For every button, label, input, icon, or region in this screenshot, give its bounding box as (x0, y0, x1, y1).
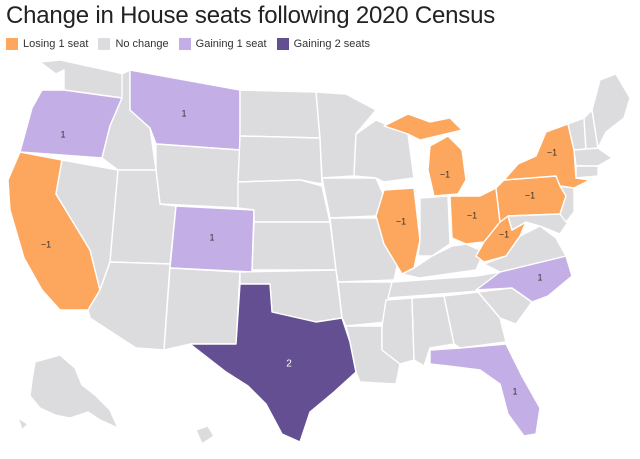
state-texas[interactable] (189, 283, 357, 443)
state-new-mexico[interactable] (163, 267, 241, 351)
state-arkansas[interactable] (337, 281, 393, 327)
state-wyoming[interactable] (155, 143, 241, 209)
legend-swatch-gaining-2 (276, 38, 289, 50)
legend-item-gaining-2: Gaining 2 seats (276, 38, 371, 50)
state-maine[interactable] (591, 73, 631, 149)
legend-item-gaining-1: Gaining 1 seat (178, 38, 267, 50)
state-south-dakota[interactable] (237, 135, 323, 185)
label-california: −1 (41, 239, 51, 249)
label-montana: 1 (181, 108, 186, 118)
us-map: 1 −1 1 1 2 −1 −1 −1 −1 −1 −1 1 1 (7, 59, 631, 445)
state-hawaii[interactable] (195, 425, 215, 445)
label-ohio: −1 (467, 210, 477, 220)
state-kentucky[interactable] (401, 243, 485, 279)
legend-label-no-change: No change (115, 38, 169, 50)
state-iowa[interactable] (321, 177, 385, 219)
legend-item-losing-1: Losing 1 seat (6, 38, 88, 50)
legend-swatch-gaining-1 (178, 38, 191, 50)
legend-item-no-change: No change (98, 38, 169, 50)
state-massachusetts[interactable] (573, 147, 613, 167)
label-north-carolina: 1 (537, 272, 542, 282)
legend-label-gaining-2: Gaining 2 seats (293, 38, 371, 50)
label-texas: 2 (286, 359, 292, 370)
state-north-dakota[interactable] (239, 89, 321, 139)
map-title: Change in House seats following 2020 Cen… (6, 2, 496, 29)
label-illinois: −1 (396, 216, 406, 226)
label-pennsylvania: −1 (525, 190, 535, 200)
state-mississippi[interactable] (381, 297, 415, 365)
label-florida: 1 (512, 386, 517, 396)
state-michigan-upper[interactable] (383, 113, 463, 141)
legend: Losing 1 seat No change Gaining 1 seat G… (6, 38, 380, 50)
legend-swatch-no-change (98, 38, 111, 50)
state-wisconsin[interactable] (353, 119, 415, 183)
label-michigan: −1 (440, 169, 450, 179)
legend-label-losing-1: Losing 1 seat (23, 38, 89, 50)
state-michigan[interactable] (427, 135, 467, 197)
state-florida[interactable] (429, 343, 541, 437)
state-alaska[interactable] (29, 354, 119, 429)
state-connecticut[interactable] (575, 165, 599, 179)
label-colorado: 1 (209, 232, 214, 242)
label-new-york: −1 (547, 147, 557, 157)
legend-label-gaining-1: Gaining 1 seat (195, 38, 267, 50)
state-kansas[interactable] (251, 221, 337, 271)
state-alaska-islands (17, 417, 29, 431)
state-indiana[interactable] (417, 195, 451, 257)
label-west-virginia: −1 (499, 229, 509, 239)
label-oregon: 1 (60, 129, 65, 139)
legend-swatch-losing-1 (6, 38, 18, 50)
state-new-york[interactable] (503, 123, 591, 189)
